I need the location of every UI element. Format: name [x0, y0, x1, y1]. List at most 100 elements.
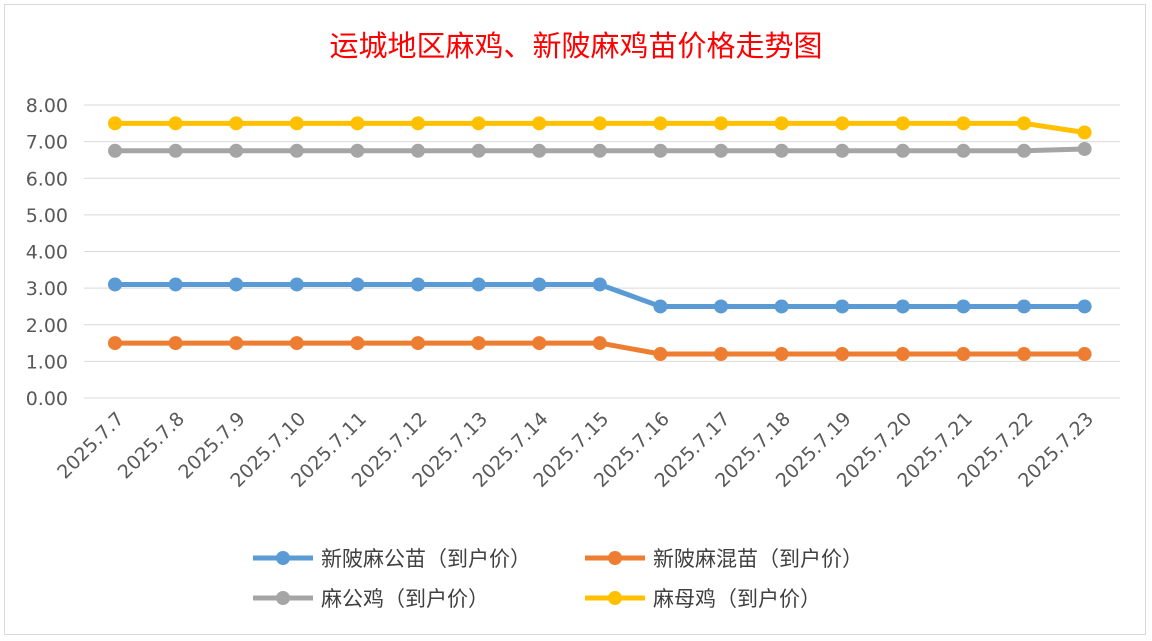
data-point: [471, 143, 486, 158]
data-point: [1017, 299, 1031, 314]
gridlines: [84, 104, 1120, 399]
data-point: [229, 116, 244, 131]
data-point: [653, 116, 668, 131]
data-point: [835, 116, 850, 131]
data-point: [289, 277, 304, 292]
data-point: [714, 143, 728, 158]
data-point: [168, 336, 183, 351]
data-point: [168, 143, 183, 158]
y-tick-label: 5.00: [26, 205, 68, 227]
legend-item[interactable]: 新陂麻混苗（到户价）: [585, 547, 863, 571]
data-point: [895, 347, 910, 362]
data-point: [1017, 116, 1031, 131]
data-point: [895, 143, 910, 158]
y-tick-label: 1.00: [26, 351, 68, 373]
legend-label: 新陂麻公苗（到户价）: [321, 547, 531, 571]
legend-item[interactable]: 麻母鸡（到户价）: [585, 587, 821, 611]
data-point: [774, 116, 789, 131]
data-point: [592, 336, 607, 351]
data-point: [956, 116, 971, 131]
data-point: [229, 336, 244, 351]
data-point: [350, 336, 365, 351]
data-point: [653, 299, 668, 314]
data-point: [835, 299, 850, 314]
data-point: [108, 336, 122, 351]
data-point: [592, 116, 607, 131]
data-point: [471, 116, 486, 131]
data-point: [653, 347, 668, 362]
data-point: [108, 116, 122, 131]
data-point: [471, 277, 486, 292]
y-tick-label: 8.00: [26, 95, 68, 117]
data-point: [411, 277, 425, 292]
legend-label: 麻公鸡（到户价）: [321, 587, 489, 611]
data-point: [1077, 141, 1092, 156]
y-tick-label: 0.00: [26, 388, 68, 410]
data-point: [1077, 125, 1092, 140]
data-point: [835, 347, 850, 362]
data-point: [1077, 299, 1092, 314]
y-axis-ticks: 0.00 1.00 2.00 3.00 4.00 5.00 6.00 7.00 8.00: [26, 95, 68, 410]
data-point: [350, 116, 365, 131]
data-point: [108, 143, 122, 158]
data-point: [714, 347, 728, 362]
data-point: [532, 143, 547, 158]
data-point: [774, 347, 789, 362]
data-point: [411, 336, 425, 351]
legend-item[interactable]: 新陂麻公苗（到户价）: [253, 547, 531, 571]
data-point: [1017, 347, 1031, 362]
y-tick-label: 4.00: [26, 242, 68, 264]
data-point: [168, 116, 183, 131]
data-point: [774, 143, 789, 158]
data-point: [956, 347, 971, 362]
data-point: [835, 143, 850, 158]
data-point: [350, 143, 365, 158]
legend-swatch-marker: [608, 551, 622, 565]
data-point: [229, 277, 244, 292]
data-point: [532, 116, 547, 131]
data-point: [592, 277, 607, 292]
data-point: [1017, 143, 1031, 158]
data-point: [532, 336, 547, 351]
data-point: [411, 143, 425, 158]
series-1: [108, 336, 1092, 362]
data-point: [956, 143, 971, 158]
data-point: [289, 336, 304, 351]
series-0: [108, 277, 1092, 314]
y-tick-label: 3.00: [26, 278, 68, 300]
data-point: [1077, 347, 1092, 362]
data-point: [714, 116, 728, 131]
y-tick-label: 6.00: [26, 168, 68, 190]
data-point: [714, 299, 728, 314]
data-point: [653, 143, 668, 158]
series-group: [108, 116, 1092, 362]
data-point: [289, 116, 304, 131]
data-point: [411, 116, 425, 131]
data-point: [168, 277, 183, 292]
y-tick-label: 7.00: [26, 132, 68, 154]
data-point: [471, 336, 486, 351]
data-point: [956, 299, 971, 314]
legend-label: 新陂麻混苗（到户价）: [653, 547, 863, 571]
data-point: [350, 277, 365, 292]
data-point: [108, 277, 122, 292]
legend-swatch-marker: [276, 591, 290, 605]
legend[interactable]: 新陂麻公苗（到户价） 新陂麻混苗（到户价） 麻公鸡（到户价） 麻母鸡（到户价）: [253, 547, 863, 611]
data-point: [774, 299, 789, 314]
data-point: [229, 143, 244, 158]
series-2: [108, 141, 1092, 158]
data-point: [895, 116, 910, 131]
legend-item[interactable]: 麻公鸡（到户价）: [253, 587, 489, 611]
data-point: [289, 143, 304, 158]
legend-label: 麻母鸡（到户价）: [653, 587, 821, 611]
data-point: [532, 277, 547, 292]
x-axis-ticks: 2025.7.72025.7.82025.7.92025.7.102025.7.…: [53, 408, 1098, 492]
data-point: [895, 299, 910, 314]
chart-area: [4, 4, 1146, 635]
legend-swatch-marker: [276, 551, 290, 565]
series-3: [108, 116, 1092, 140]
data-point: [592, 143, 607, 158]
y-tick-label: 2.00: [26, 315, 68, 337]
chart-title: 运城地区麻鸡、新陂麻鸡苗价格走势图: [329, 29, 822, 63]
